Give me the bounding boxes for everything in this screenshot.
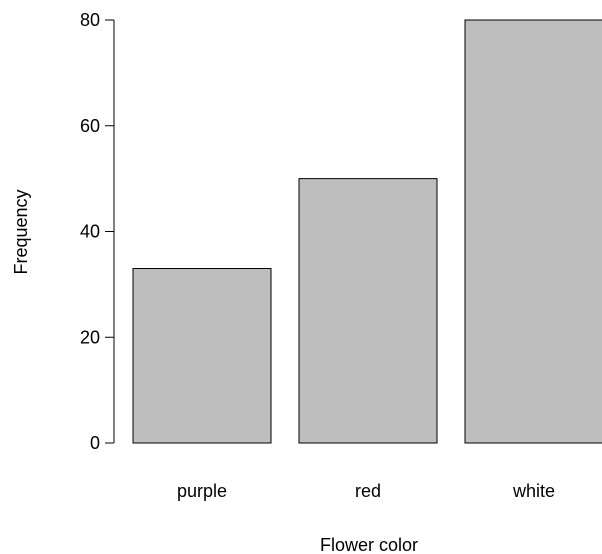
y-axis: 0 20 40 60 80 (80, 10, 115, 453)
x-tick-label-purple: purple (177, 481, 227, 501)
x-tick-label-red: red (355, 481, 381, 501)
x-axis-title: Flower color (320, 535, 418, 554)
bar-white (464, 19, 602, 444)
plot-area (132, 19, 602, 444)
y-tick-label: 60 (80, 116, 100, 136)
y-axis-title: Frequency (11, 189, 31, 274)
x-axis: purple red white (177, 481, 555, 501)
x-tick-label-white: white (512, 481, 555, 501)
bar-red (298, 178, 438, 444)
y-tick-label: 0 (90, 433, 100, 453)
y-tick-label: 20 (80, 327, 100, 347)
bar-purple (132, 268, 272, 444)
y-tick-label: 80 (80, 10, 100, 30)
y-tick-label: 40 (80, 222, 100, 242)
